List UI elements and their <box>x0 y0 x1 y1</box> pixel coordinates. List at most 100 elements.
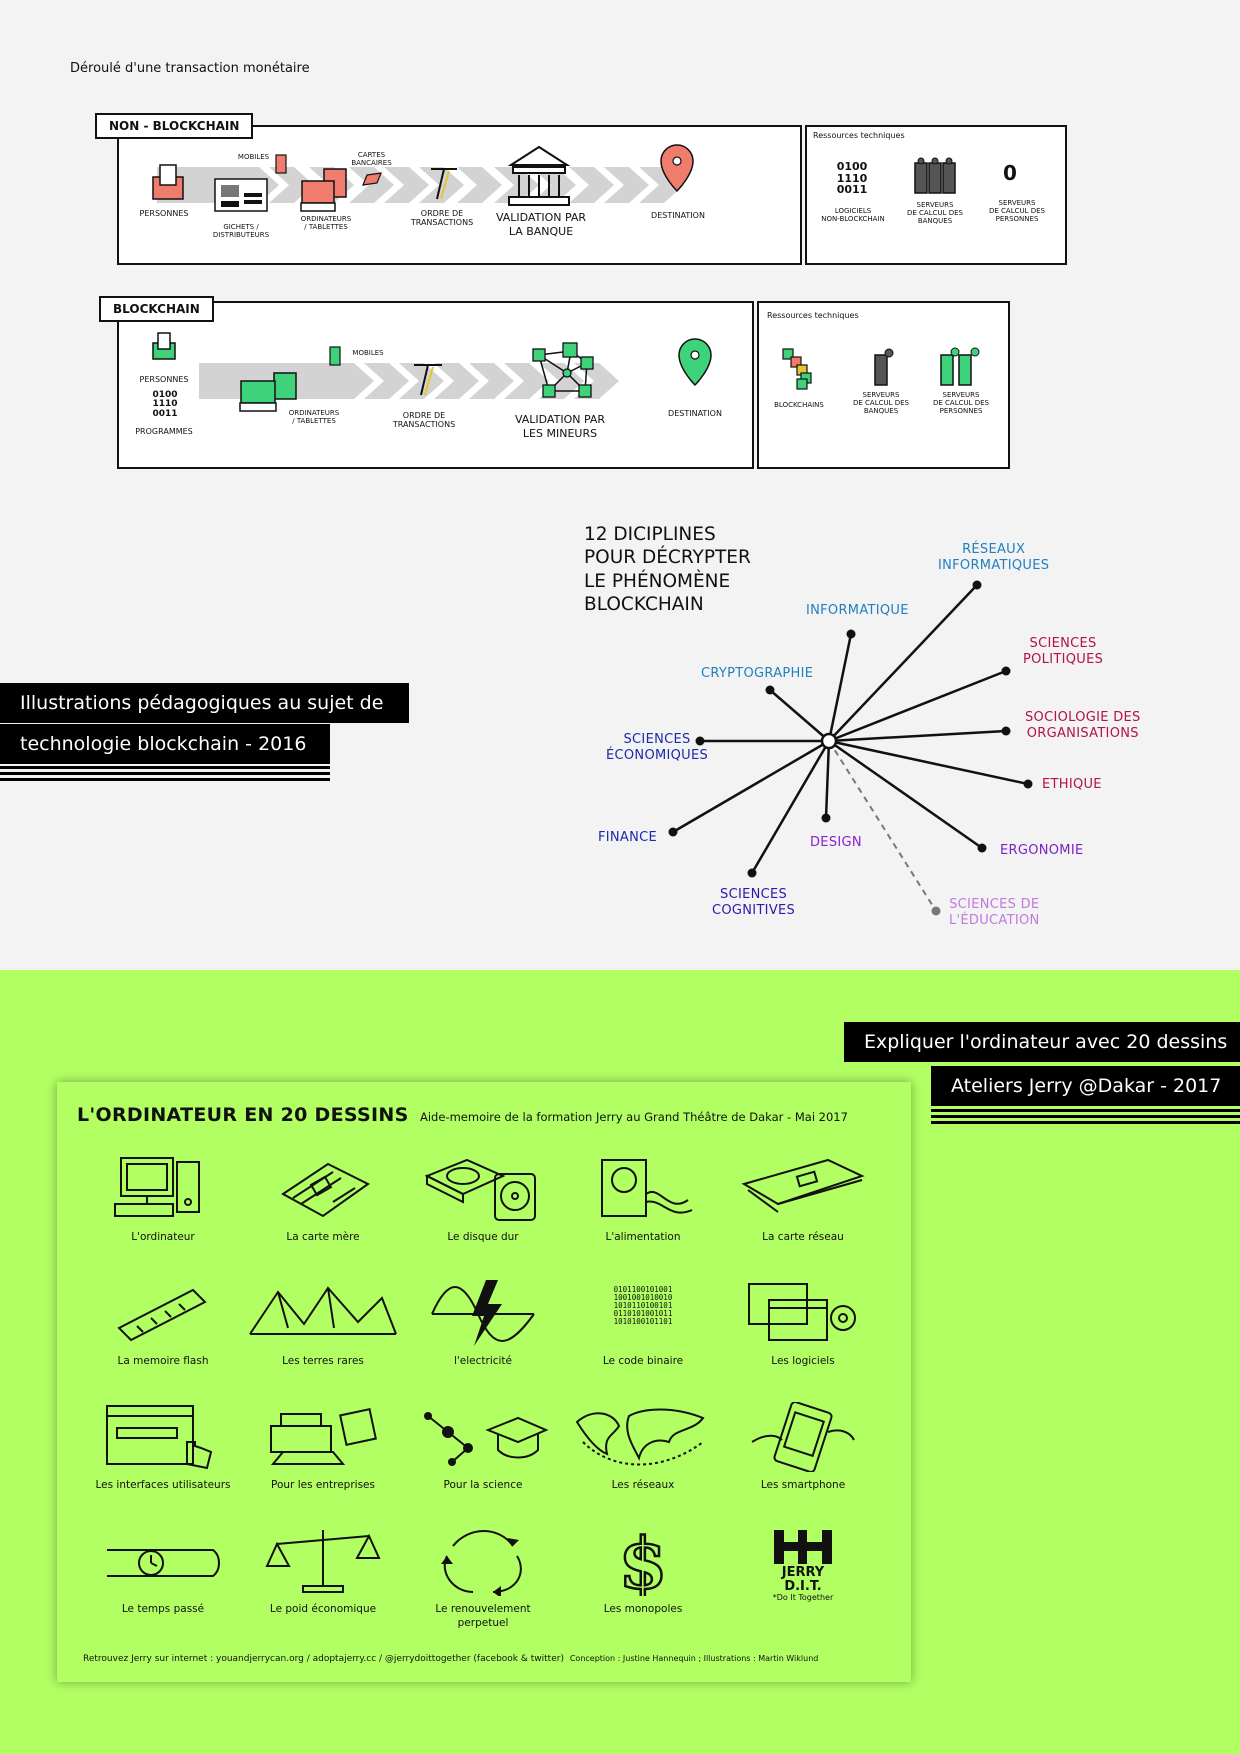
node <box>1001 726 1011 736</box>
drawing-label: Le code binaire <box>602 1355 684 1367</box>
label-bank-servers: SERVEURS DE CALCUL DES BANQUES <box>906 201 963 226</box>
center-node <box>820 732 838 750</box>
drawing-label: La memoire flash <box>117 1355 209 1367</box>
spoke <box>828 729 1007 743</box>
spoke <box>828 739 983 850</box>
svg-text:$: $ <box>619 1526 668 1596</box>
label-destination-bc: DESTINATION <box>668 409 722 418</box>
drawing-disque-dur: Le disque dur <box>403 1154 563 1244</box>
label-validation-bank: VALIDATION PAR LA BANQUE <box>495 211 587 239</box>
node <box>695 736 705 746</box>
drawing-label: Le disque dur <box>447 1231 519 1243</box>
spoke <box>828 584 978 742</box>
drawing-label: Les logiciels <box>771 1355 835 1367</box>
label-software: LOGICIELS NON-BLOCKCHAIN <box>821 207 885 224</box>
computer-icon <box>114 1157 200 1217</box>
network-card-icon <box>741 1158 865 1213</box>
spoke <box>672 739 830 834</box>
label-person-servers: SERVEURS DE CALCUL DES PERSONNES <box>988 199 1045 224</box>
section-title: Déroulé d'une transaction monétaire <box>70 61 310 76</box>
zero-glyph: 0 <box>1003 161 1017 185</box>
project2-stripe <box>931 1121 1240 1124</box>
drawing-electricite: l'electricité <box>403 1278 563 1368</box>
label-persons-bc: PERSONNES <box>139 375 189 384</box>
binary-programs: 0100 1110 0011 <box>152 390 178 419</box>
drawing-reseaux: Les réseaux <box>563 1402 723 1492</box>
discipline-reseaux: RÉSEAUX INFORMATIQUES <box>938 542 1050 574</box>
drawing-label: Pour les entreprises <box>271 1479 375 1491</box>
printer-calendar-icon <box>270 1408 377 1465</box>
non-blockchain-tag: NON - BLOCKCHAIN <box>95 113 254 139</box>
resources-title: Ressources techniques <box>813 131 905 140</box>
spoke <box>769 689 830 742</box>
drawing-renouvellement: Le renouvelement perpetuel <box>403 1526 563 1630</box>
node <box>1023 779 1033 789</box>
discipline-sociologie: SOCIOLOGIE DES ORGANISATIONS <box>1025 710 1141 742</box>
node-grey <box>931 906 941 916</box>
disciplines-title: 12 DICIPLINES POUR DÉCRYPTER LE PHÉNOMÈN… <box>584 524 751 616</box>
spoke <box>827 633 853 742</box>
drawing-label: L'ordinateur <box>131 1231 195 1243</box>
project1-title-line2: technologie blockchain - 2016 <box>0 724 330 764</box>
discipline-design: DESIGN <box>810 835 862 850</box>
spoke <box>750 740 831 874</box>
poster-card: L'ORDINATEUR EN 20 DESSINS Aide-memoire … <box>57 1082 911 1682</box>
label-programs: PROGRAMMES <box>135 427 193 436</box>
hard-drive-icon <box>424 1158 536 1221</box>
drawing-label: La carte mère <box>286 1231 360 1243</box>
drawing-label: Le renouvelement perpetuel <box>435 1603 531 1630</box>
poster-subtitle: Aide-memoire de la formation Jerry au Gr… <box>420 1110 848 1124</box>
discipline-sciences-cognitives: SCIENCES COGNITIVES <box>712 887 796 919</box>
binary-art: 0101100101001 1001001010010 101011010010… <box>613 1285 673 1326</box>
label-blockchains: BLOCKCHAINS <box>774 401 824 409</box>
drawing-label: Le poid économique <box>269 1603 377 1615</box>
footer-links: Retrouvez Jerry sur internet : youandjer… <box>83 1654 564 1664</box>
spoke <box>828 669 1007 743</box>
drawing-label: La carte réseau <box>762 1231 844 1243</box>
project2-title-line2: Ateliers Jerry @Dakar - 2017 <box>931 1066 1240 1106</box>
spoke <box>828 739 1029 786</box>
drawing-label: Les terres rares <box>282 1355 364 1367</box>
bank-servers-bc-icon <box>874 348 894 386</box>
person-servers-bc-icon <box>940 347 980 386</box>
world-map-icon <box>575 1408 705 1466</box>
label-computers: ORDINATEURS / TABLETTES <box>300 215 352 232</box>
node <box>972 580 982 590</box>
drawing-monopoles: $ Les monopoles <box>563 1526 723 1616</box>
smartphone-icon <box>751 1402 855 1472</box>
blockchain-tag: BLOCKCHAIN <box>99 296 214 322</box>
drawing-label: l'electricité <box>453 1355 513 1367</box>
project2-stripe <box>931 1109 1240 1112</box>
drawing-label: Les monopoles <box>603 1603 683 1615</box>
blockchain-section: Déroulé d'une transaction monétaire <box>0 61 1141 929</box>
discipline-ergonomie: ERGONOMIE <box>1000 843 1084 858</box>
project2-title-line1: Expliquer l'ordinateur avec 20 dessins <box>844 1022 1240 1062</box>
software-windows-icon <box>748 1283 856 1341</box>
label-bank-servers-bc: SERVEURS DE CALCUL DES BANQUES <box>852 391 909 416</box>
drawing-label: Le temps passé <box>121 1603 205 1615</box>
discipline-ethique: ETHIQUE <box>1042 777 1102 792</box>
mountains-icon <box>249 1286 397 1335</box>
memory-stick-icon <box>117 1288 207 1342</box>
blockchain-flow-diagram <box>152 332 712 412</box>
project2-stripe <box>931 1115 1240 1118</box>
drawing-temps-passe: Le temps passé <box>83 1526 243 1616</box>
label-persons: PERSONNES <box>139 209 189 218</box>
drawing-science: Pour la science <box>403 1402 563 1492</box>
label-mobiles-bc: MOBILES <box>352 349 384 357</box>
jerry-logo-text: JERRY D.I.T. <box>781 1565 825 1594</box>
label-mobiles: MOBILES <box>237 153 270 161</box>
dollar-sign-icon: $ <box>617 1526 668 1596</box>
non-blockchain-flow-diagram <box>152 144 694 212</box>
node <box>977 843 987 853</box>
power-supply-icon <box>601 1159 693 1217</box>
jerry-tagline: *Do It Together <box>772 1593 834 1603</box>
molecule-cap-icon <box>424 1412 548 1466</box>
drawing-label: L'alimentation <box>605 1231 681 1243</box>
poster-title: L'ORDINATEUR EN 20 DESSINS <box>77 1104 409 1126</box>
scale-icon <box>265 1530 381 1593</box>
project1-stripe <box>0 772 330 775</box>
cursor-hand-icon <box>106 1405 213 1470</box>
node <box>747 868 757 878</box>
non-blockchain-resources-panel: Ressources techniques 0100 1110 0011 0 L… <box>805 125 1067 265</box>
